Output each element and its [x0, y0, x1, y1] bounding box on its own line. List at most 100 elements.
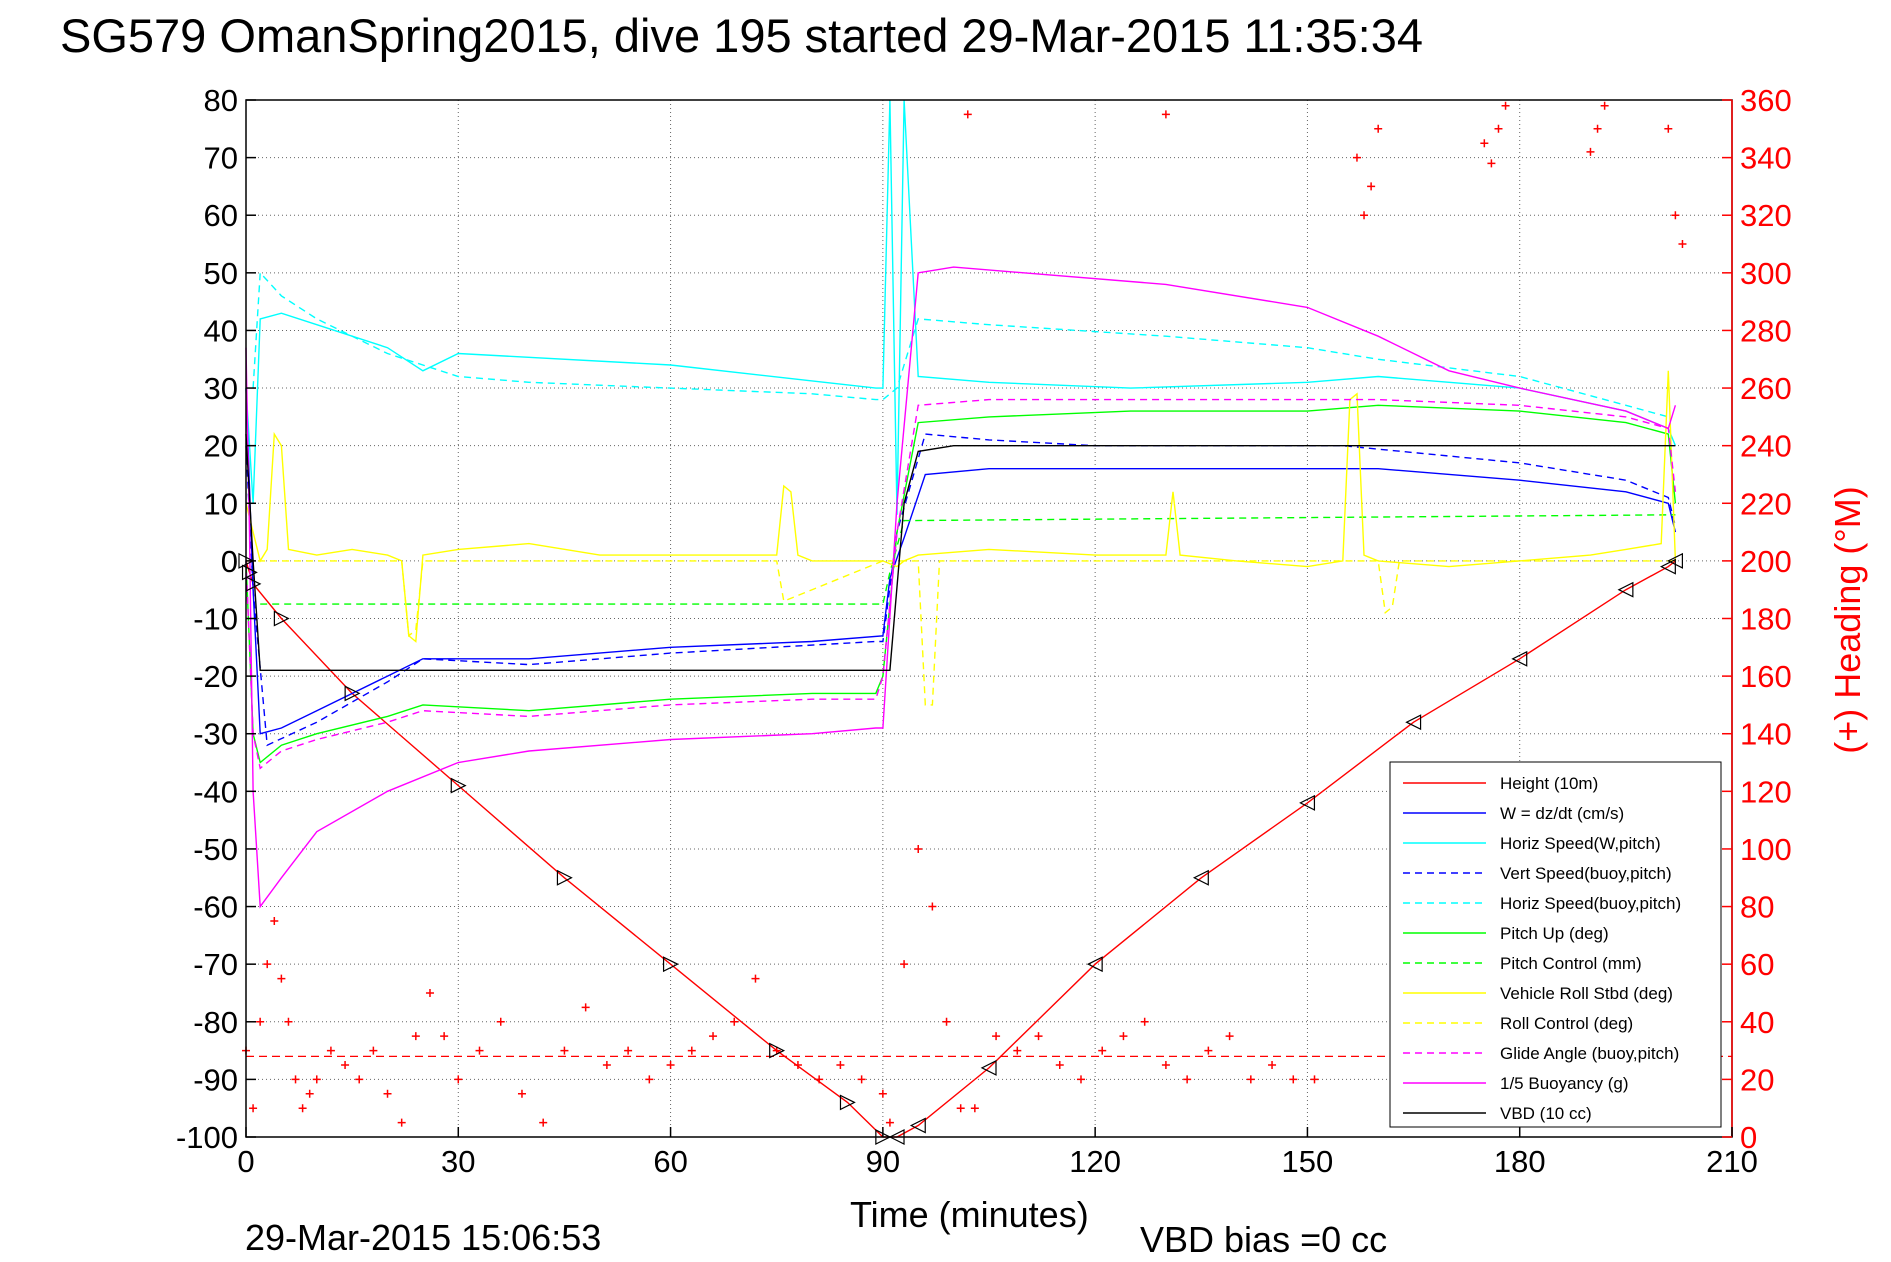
heading-point	[942, 1017, 951, 1026]
legend-label: Glide Angle (buoy,pitch)	[1500, 1044, 1679, 1063]
heading-point	[1268, 1060, 1277, 1069]
series-vert-speed-buoy-pitch	[245, 433, 1677, 747]
series-layer	[238, 99, 1732, 1145]
heading-point	[1140, 1017, 1149, 1026]
legend-items: Height (10m) W = dz/dt (cm/s) Horiz Speed(…	[1403, 774, 1681, 1123]
footer-timestamp: 29-Mar-2015 15:06:53	[245, 1217, 601, 1258]
heading-point	[425, 988, 434, 997]
legend-label: Pitch Up (deg)	[1500, 924, 1609, 943]
heading-point	[355, 1075, 364, 1084]
legend-label: Roll Control (deg)	[1500, 1014, 1633, 1033]
y-tick-label: -50	[193, 832, 238, 867]
heading-point	[1204, 1046, 1213, 1055]
heading-point	[1501, 101, 1510, 110]
heading-point	[857, 1075, 866, 1084]
heading-point	[709, 1032, 718, 1041]
height-marker	[1617, 581, 1634, 598]
height-marker	[450, 777, 467, 794]
x-tick-label: 90	[866, 1144, 900, 1179]
x-tick-label: 150	[1282, 1144, 1334, 1179]
heading-point	[270, 916, 279, 925]
legend-label: Horiz Speed(W,pitch)	[1500, 834, 1661, 853]
vbd-bias-label: VBD bias =0 cc	[1140, 1219, 1387, 1260]
y-tick-label: -80	[193, 1005, 238, 1040]
legend: Height (10m) W = dz/dt (cm/s) Horiz Speed(…	[1389, 761, 1722, 1128]
heading-point	[397, 1118, 406, 1127]
heading-point	[1664, 124, 1673, 133]
heading-point	[1586, 147, 1595, 156]
legend-label: W = dz/dt (cm/s)	[1500, 804, 1624, 823]
heading-point	[1367, 182, 1376, 191]
height-marker	[273, 610, 290, 627]
heading-point	[326, 1046, 335, 1055]
heading-point	[1310, 1075, 1319, 1084]
height-marker	[980, 1059, 997, 1076]
x-tick-label: 120	[1069, 1144, 1121, 1179]
y2-tick-label: 0	[1740, 1120, 1757, 1155]
heading-point	[772, 1046, 781, 1055]
y-tick-label: -30	[193, 717, 238, 752]
heading-point	[1183, 1075, 1192, 1084]
heading-point	[312, 1075, 321, 1084]
heading-point	[291, 1075, 300, 1084]
series-horiz-speed-buoy-pitch	[252, 271, 1669, 418]
y-tick-label: 20	[204, 429, 238, 464]
x-tick-label: 30	[441, 1144, 475, 1179]
y2-tick-label: 220	[1740, 486, 1792, 521]
heading-point	[1678, 240, 1687, 249]
height-marker	[1299, 794, 1316, 811]
y-tick-label: 0	[221, 544, 238, 579]
height-marker	[662, 956, 679, 973]
y2-tick-label: 360	[1740, 83, 1792, 118]
heading-point	[956, 1104, 965, 1113]
series-glide-angle-buoy-pitch	[245, 398, 1677, 770]
series-vbd-10-cc	[245, 434, 1676, 671]
heading-point	[1013, 1046, 1022, 1055]
legend-label: Height (10m)	[1500, 774, 1598, 793]
y-tick-label: 40	[204, 313, 238, 348]
heading-point	[454, 1075, 463, 1084]
legend-label: Horiz Speed(buoy,pitch)	[1500, 894, 1681, 913]
y2-tick-label: 140	[1740, 717, 1792, 752]
chart-title: SG579 OmanSpring2015, dive 195 started 2…	[60, 9, 1423, 62]
y2-tick-label: 160	[1740, 659, 1792, 694]
y-tick-label: 80	[204, 83, 238, 118]
heading-point	[341, 1060, 350, 1069]
heading-point	[687, 1046, 696, 1055]
heading-point	[624, 1046, 633, 1055]
heading-point	[793, 1060, 802, 1069]
y-tick-label: 70	[204, 141, 238, 176]
heading-point	[411, 1032, 420, 1041]
heading-point	[1055, 1060, 1064, 1069]
legend-label: Vehicle Roll Stbd (deg)	[1500, 984, 1673, 1003]
y2-tick-label: 60	[1740, 947, 1774, 982]
legend-label: Pitch Control (mm)	[1500, 954, 1642, 973]
height-marker	[1192, 869, 1209, 886]
y2-tick-label: 100	[1740, 832, 1792, 867]
heading-point	[1593, 124, 1602, 133]
height-marker	[1659, 558, 1676, 575]
height-marker	[1405, 714, 1422, 731]
heading-point	[1246, 1075, 1255, 1084]
heading-point	[517, 1089, 526, 1098]
y2-tick-label: 200	[1740, 544, 1792, 579]
y-tick-label: -40	[193, 774, 238, 809]
y-tick-label: -100	[176, 1120, 238, 1155]
heading-point	[1289, 1075, 1298, 1084]
heading-point	[256, 1017, 265, 1026]
y-tick-label: -90	[193, 1062, 238, 1097]
heading-point	[1374, 124, 1383, 133]
height-marker	[344, 685, 361, 702]
x-tick-label: 210	[1706, 1144, 1758, 1179]
series-roll-control-deg	[246, 560, 1676, 706]
heading-point	[963, 110, 972, 119]
height-marker	[241, 564, 258, 581]
series-pitch-up-deg	[245, 404, 1677, 764]
y2-tick-label: 320	[1740, 198, 1792, 233]
heading-point	[539, 1118, 548, 1127]
heading-point	[666, 1060, 675, 1069]
series-pitch-control-mm	[260, 514, 1676, 605]
heading-point	[475, 1046, 484, 1055]
heading-point	[602, 1060, 611, 1069]
